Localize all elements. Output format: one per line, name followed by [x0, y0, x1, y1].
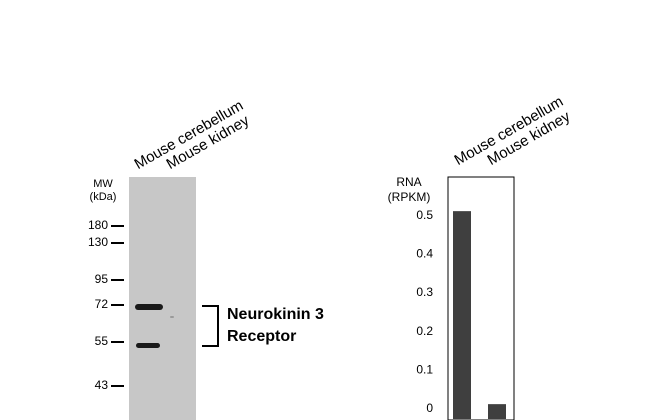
- target-label-line2: Receptor: [227, 328, 297, 345]
- mw-tick-180: [111, 225, 124, 227]
- mw-title-text: MW: [93, 178, 113, 190]
- band-cerebellum-upper: [135, 304, 163, 310]
- mw-label-43: 43: [94, 378, 108, 392]
- rna-ytick-label-2: 0.2: [416, 324, 433, 338]
- mw-tick-130: [111, 242, 124, 244]
- target-label-line1: Neurokinin 3: [227, 306, 324, 323]
- rna-ytick-label-3: 0.3: [416, 285, 433, 299]
- rna-ytick-label-0: 0: [426, 401, 433, 415]
- band-cerebellum-lower: [136, 343, 160, 348]
- rna-ylabel-line1: RNA: [396, 175, 421, 189]
- rna-ytick-label-1: 0.1: [416, 362, 433, 376]
- mw-label-130: 130: [87, 235, 108, 249]
- band-kidney-faint: [170, 316, 174, 318]
- mw-tick-55: [111, 341, 124, 343]
- mw-label-95: 95: [94, 272, 108, 286]
- mw-tick-95: [111, 279, 124, 281]
- target-label: Neurokinin 3 Receptor: [227, 304, 324, 348]
- mw-label-72: 72: [94, 297, 108, 311]
- rna-ytick-label-4: 0.4: [416, 247, 433, 261]
- rna-ylabel-line2: (RPKM): [388, 190, 431, 204]
- rna-bar-0: [453, 211, 471, 419]
- mw-label-180: 180: [87, 218, 108, 232]
- rna-bar-chart: RNA(RPKM) 0 0.1 0.2 0.3 0.4 0.5: [388, 175, 515, 420]
- blot-membrane: [129, 177, 196, 420]
- mw-unit-text: (kDa): [89, 191, 117, 203]
- target-bracket: [202, 305, 219, 347]
- mw-tick-43: [111, 385, 124, 387]
- mw-title: MW (kDa): [83, 178, 123, 204]
- mw-label-55: 55: [94, 334, 108, 348]
- rna-bar-1: [488, 404, 506, 419]
- mw-tick-72: [111, 304, 124, 306]
- rna-ytick-label-5: 0.5: [416, 208, 433, 222]
